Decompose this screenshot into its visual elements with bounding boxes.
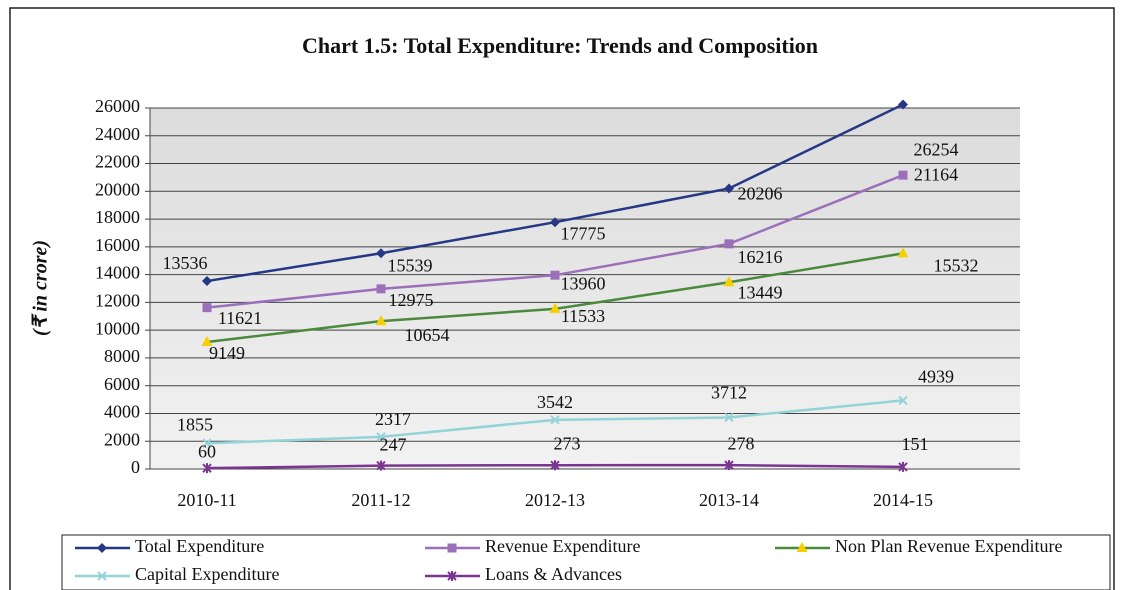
data-label: 60	[198, 441, 216, 461]
y-tick-label: 14000	[95, 263, 140, 283]
legend	[61, 534, 1111, 590]
data-label: 9149	[209, 343, 245, 363]
y-tick-label: 26000	[95, 96, 140, 116]
y-tick-label: 16000	[95, 235, 140, 255]
legend-marker	[97, 543, 107, 553]
y-tick-label: 18000	[95, 207, 140, 227]
y-tick-label: 10000	[95, 318, 140, 338]
data-label: 10654	[405, 325, 450, 345]
legend-label: Non Plan Revenue Expenditure	[835, 536, 1062, 556]
y-tick-label: 12000	[95, 291, 140, 311]
data-label: 4939	[918, 367, 954, 387]
point	[724, 412, 734, 423]
x-tick-label: 2012-13	[525, 490, 585, 510]
y-axis-label: (₹ in crore)	[30, 240, 52, 336]
y-tick-label: 22000	[95, 152, 140, 172]
chart-title: Chart 1.5: Total Expenditure: Trends and…	[302, 33, 818, 58]
point	[724, 460, 734, 471]
data-label: 26254	[914, 140, 959, 160]
data-label: 15532	[934, 255, 979, 275]
point	[550, 460, 560, 471]
point	[375, 315, 387, 326]
y-tick-label: 8000	[104, 346, 140, 366]
data-label: 151	[902, 434, 929, 454]
data-label: 13536	[163, 253, 208, 273]
point	[550, 270, 560, 280]
point	[724, 183, 734, 194]
point	[898, 395, 908, 406]
point	[897, 247, 909, 258]
data-label: 12975	[389, 290, 434, 310]
point	[376, 248, 386, 259]
legend-label: Revenue Expenditure	[485, 536, 640, 556]
x-tick-label: 2013-14	[699, 490, 759, 510]
point	[376, 460, 386, 471]
legend-label: Total Expenditure	[135, 536, 264, 556]
y-tick-label: 6000	[104, 374, 140, 394]
x-tick-label: 2010-11	[177, 490, 236, 510]
legend-marker	[97, 571, 107, 581]
data-label: 3712	[711, 383, 747, 403]
point	[898, 170, 908, 180]
data-label: 17775	[561, 223, 606, 243]
y-tick-label: 4000	[104, 402, 140, 422]
point	[202, 276, 212, 287]
data-label: 16216	[738, 247, 783, 267]
data-label: 247	[380, 435, 407, 455]
data-label: 1855	[177, 414, 213, 434]
x-tick-label: 2011-12	[351, 490, 410, 510]
data-label: 20206	[738, 184, 783, 204]
point	[202, 463, 212, 474]
data-label: 13449	[738, 282, 783, 302]
point	[201, 335, 213, 346]
point	[202, 438, 212, 448]
y-tick-label: 0	[131, 457, 140, 477]
point	[202, 303, 212, 313]
legend-marker	[447, 543, 457, 553]
y-tick-label: 24000	[95, 124, 140, 144]
plot-area	[150, 108, 1020, 469]
point	[898, 99, 908, 110]
point	[898, 461, 908, 472]
y-tick-label: 20000	[95, 179, 140, 199]
data-label: 13960	[561, 273, 606, 293]
point	[550, 415, 560, 425]
legend-marker	[447, 571, 457, 581]
data-label: 278	[728, 433, 755, 453]
frame	[9, 7, 1115, 590]
point	[376, 284, 386, 294]
y-tick-label: 2000	[104, 429, 140, 449]
data-label: 2317	[375, 409, 411, 429]
point	[724, 239, 734, 249]
legend-label: Capital Expenditure	[135, 564, 279, 584]
legend-label: Loans & Advances	[485, 564, 622, 584]
legend-marker	[796, 542, 808, 552]
data-label: 3542	[537, 392, 573, 412]
point	[723, 276, 735, 287]
data-label: 15539	[388, 255, 433, 275]
x-tick-label: 2014-15	[873, 490, 933, 510]
data-label: 273	[554, 433, 581, 453]
data-label: 11533	[561, 306, 605, 326]
data-label: 11621	[218, 308, 262, 328]
point	[550, 217, 560, 228]
point	[549, 302, 561, 313]
data-label: 21164	[914, 164, 958, 184]
point	[376, 432, 386, 442]
